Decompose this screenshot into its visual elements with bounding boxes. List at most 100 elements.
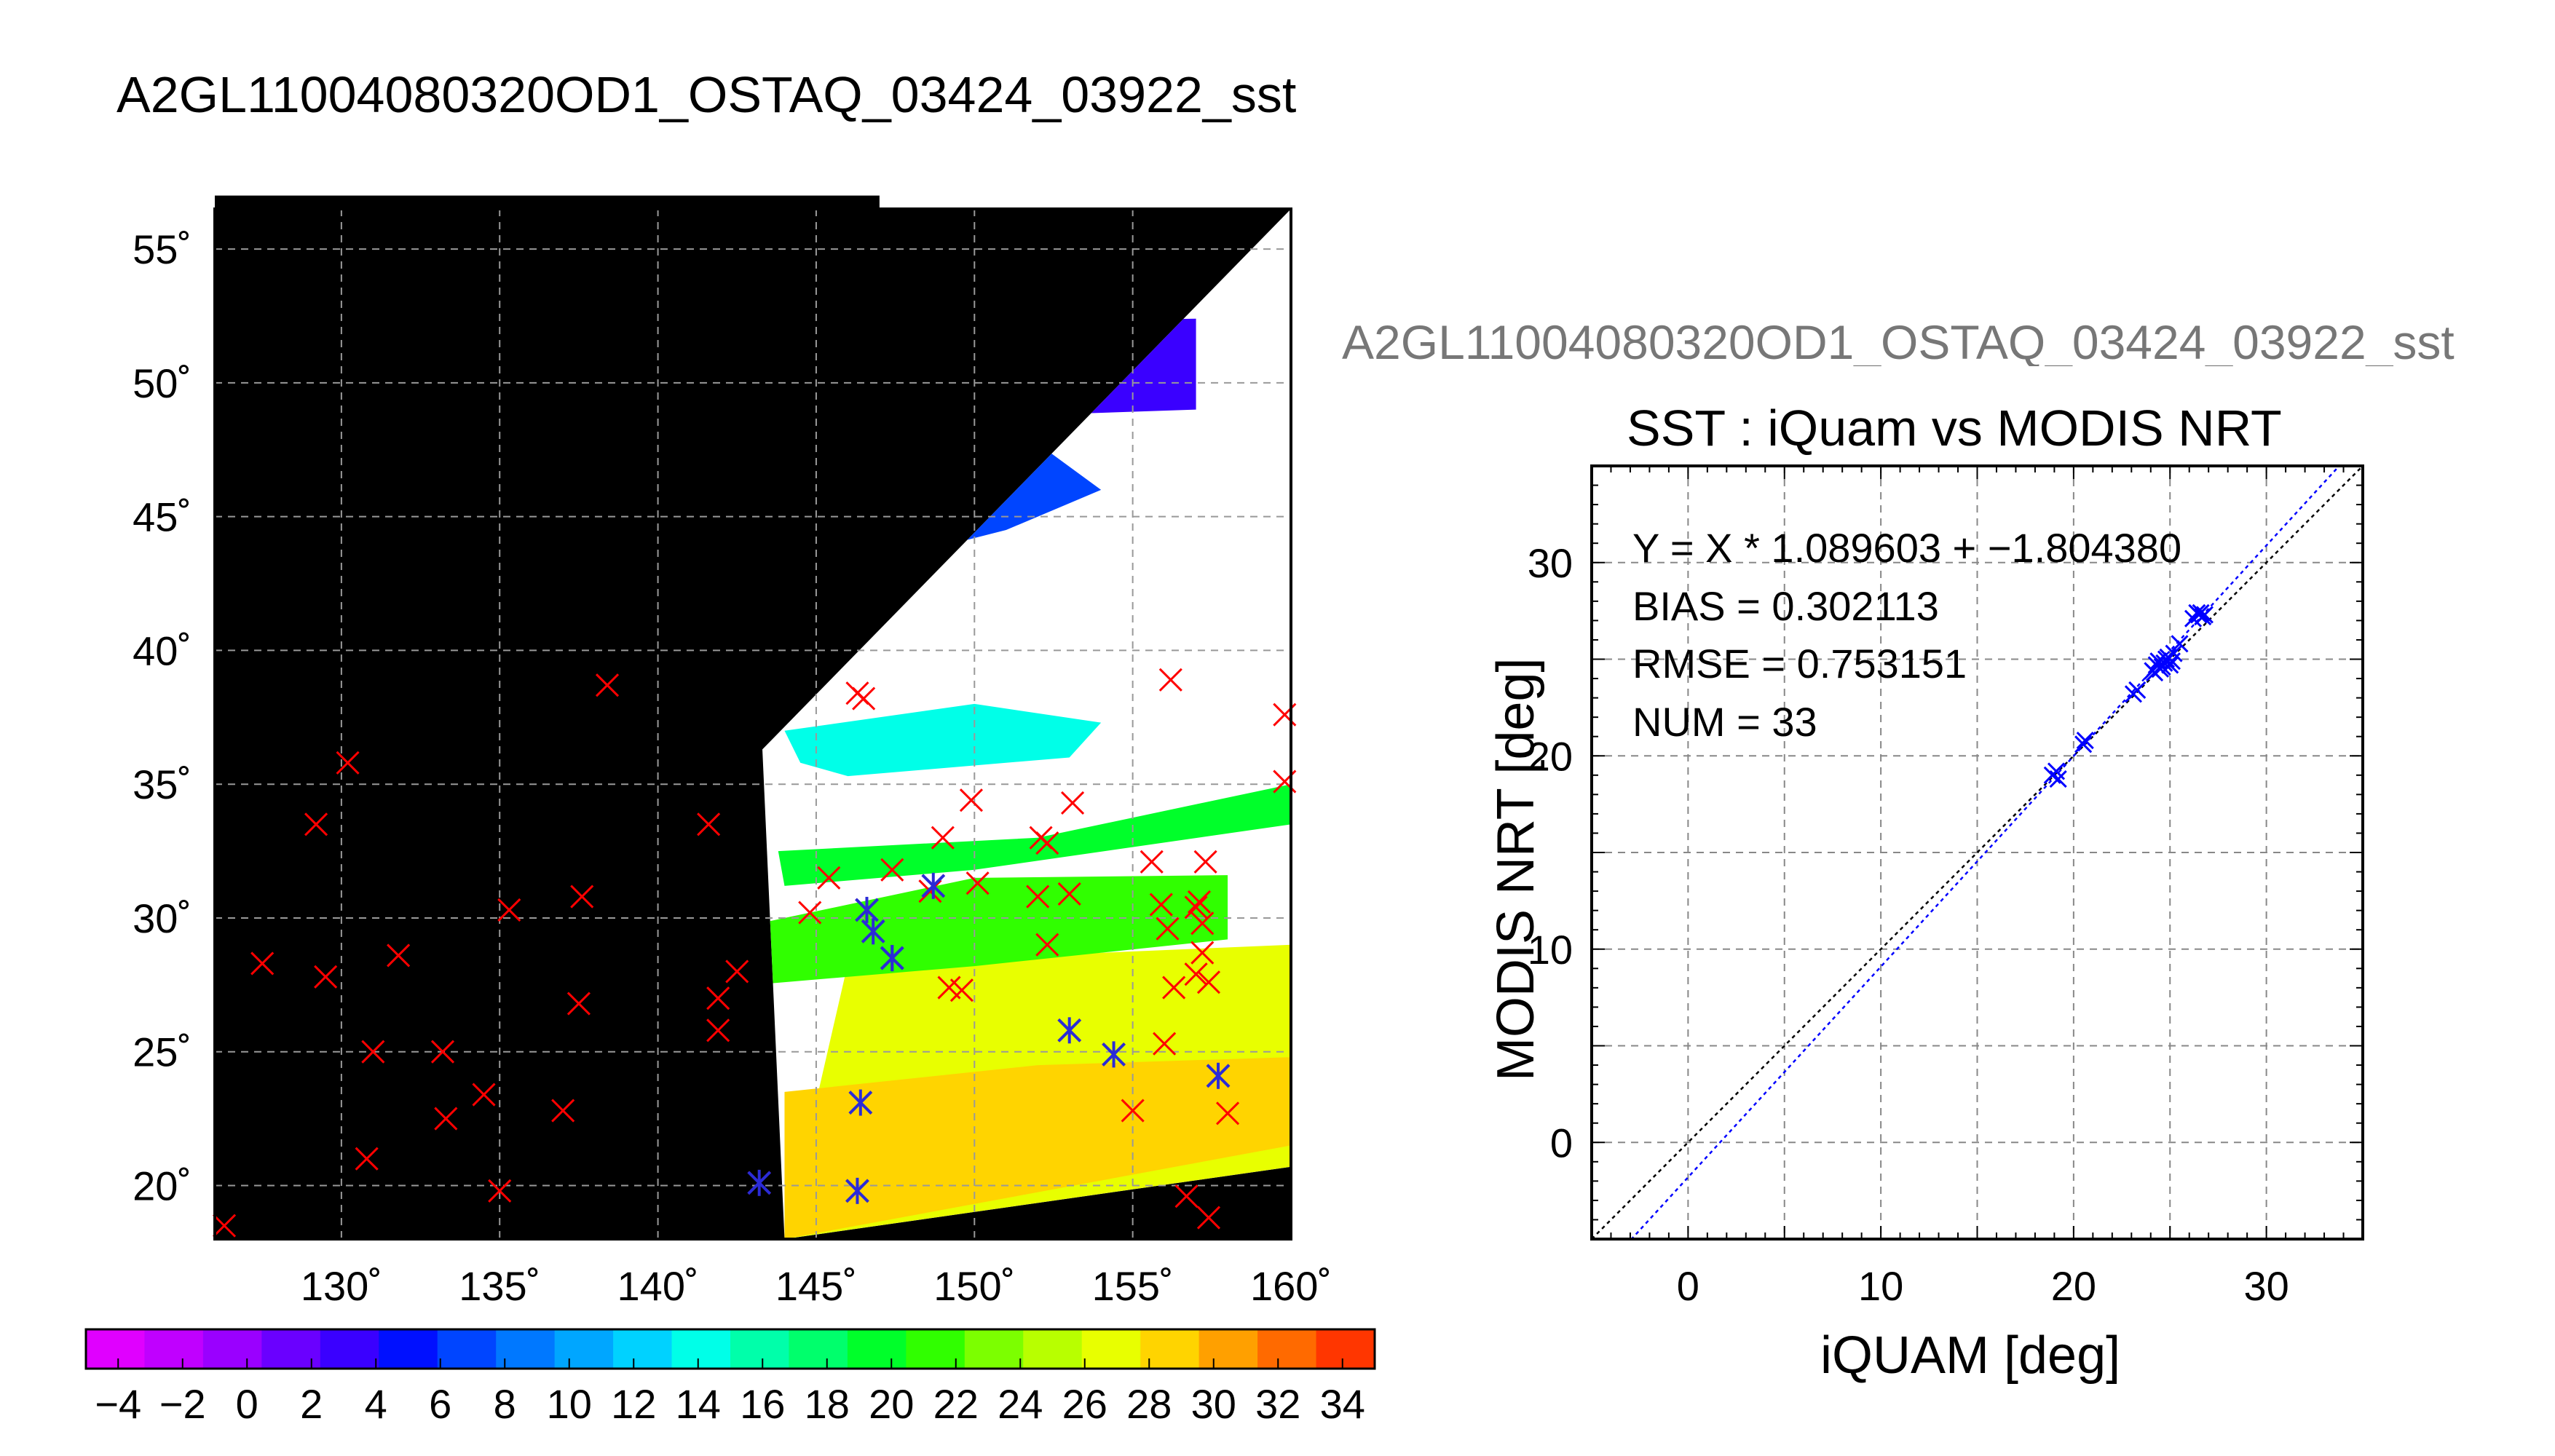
lat-tick-label: 25˚ (133, 1029, 191, 1075)
colorbar-tick-label: 18 (805, 1381, 850, 1427)
num-stat: NUM = 33 (1632, 699, 1817, 745)
red-insitu-marker (1153, 1032, 1177, 1056)
colorbar-tick-label: 6 (429, 1381, 451, 1427)
colorbar-swatch (144, 1329, 204, 1369)
red-insitu-marker (880, 858, 904, 882)
lat-tick-label: 30˚ (133, 895, 191, 941)
scatter-point (2128, 681, 2147, 700)
lon-tick-label: 150˚ (933, 1263, 1015, 1309)
colorbar-swatch (437, 1329, 497, 1369)
land-mass-0 (657, 500, 829, 603)
mid-sst-band-2 (778, 784, 1291, 886)
red-insitu-marker (1190, 941, 1215, 965)
red-insitu-marker (336, 751, 360, 775)
scatter-y-tick-label: 30 (1528, 540, 1573, 586)
red-insitu-marker (1187, 890, 1211, 914)
rmse-stat: RMSE = 0.753151 (1632, 641, 1967, 687)
red-insitu-marker (1156, 917, 1180, 941)
scatter-file-title: A2GL11004080320OD1_OSTAQ_03424_03922_sst (1342, 318, 2455, 366)
matched-blue-marker (1102, 1041, 1126, 1068)
red-insitu-marker (949, 978, 974, 1002)
lon-tick-label: 145˚ (775, 1263, 857, 1309)
scatter-x-tick-label: 20 (2051, 1263, 2096, 1309)
colorbar-swatch (554, 1329, 615, 1369)
land-mass-1 (578, 615, 719, 785)
matched-blue-marker (921, 872, 946, 899)
red-insitu-marker (1035, 831, 1059, 855)
colorbar-tick-label: 30 (1191, 1381, 1236, 1427)
colorbar-swatch (202, 1329, 263, 1369)
red-insitu-marker (361, 1040, 385, 1064)
colorbar-tick-label: 8 (494, 1381, 516, 1427)
scatter-point (2074, 735, 2093, 753)
lat-tick-label: 55˚ (133, 226, 191, 272)
scatter-point (2189, 606, 2208, 624)
scatter-grid (1592, 466, 2363, 1239)
red-insitu-marker (304, 812, 328, 836)
matched-blue-marker (848, 1089, 873, 1116)
red-insitu-marker (387, 943, 411, 968)
red-insitu-marker (1140, 850, 1164, 874)
red-insitu-marker (570, 885, 594, 909)
red-insitu-marker (595, 673, 620, 697)
red-insitu-marker (1035, 933, 1059, 957)
map-grid (215, 209, 1292, 1239)
red-insitu-marker (1190, 911, 1215, 935)
red-insitu-marker (1158, 668, 1182, 692)
red-insitu-marker (918, 879, 942, 903)
scatter-point (2171, 635, 2189, 653)
scatter-point (2195, 606, 2214, 624)
red-insitu-marker (1057, 882, 1081, 906)
red-insitu-marker (566, 992, 591, 1016)
sst-map: 130˚ 135˚ 140˚ 145˚ 150˚ 155˚ 160˚ 20˚ 25˚ 30˚ 35˚… (133, 195, 1332, 1309)
red-insitu-marker (488, 1179, 512, 1203)
scatter-x-axis-label: iQUAM [deg] (1820, 1326, 2121, 1385)
lat-tick-label: 20˚ (133, 1163, 191, 1208)
colorbar-swatch (320, 1329, 380, 1369)
red-insitu-marker (1162, 976, 1186, 1000)
scatter-plot: 0 10 20 30 0 10 20 30 (1528, 464, 2364, 1309)
scatter-point (2146, 664, 2164, 682)
matched-blue-marker (855, 896, 879, 923)
colorbar-swatch (1257, 1329, 1317, 1369)
scatter-point (2049, 770, 2067, 788)
red-insitu-marker (434, 1107, 458, 1131)
colorbar-tick-label: 10 (547, 1381, 592, 1427)
red-insitu-marker (1060, 791, 1085, 815)
colorbar-tick-label: 26 (1062, 1381, 1107, 1427)
red-insitu-marker (1026, 885, 1050, 909)
colorbar-swatch (964, 1329, 1024, 1369)
colorbar-tick-label: 28 (1126, 1381, 1172, 1427)
matched-blue-marker (845, 1177, 869, 1204)
red-insitu-marker (798, 901, 822, 925)
red-insitu-marker (355, 1147, 379, 1171)
red-insitu-marker (706, 1018, 730, 1042)
lon-tick-label: 140˚ (617, 1263, 699, 1309)
colorbar-tick-label: 22 (933, 1381, 979, 1427)
red-insitu-marker (1149, 893, 1173, 917)
colorbar-swatch (379, 1329, 438, 1369)
red-insitu-marker (472, 1083, 496, 1107)
colorbar-tick-label: −2 (159, 1381, 206, 1427)
colorbar-tick-label: −4 (95, 1381, 141, 1427)
colorbar-tick-label: 2 (300, 1381, 323, 1427)
colorbar-tick-label: 24 (998, 1381, 1043, 1427)
colorbar-swatch (496, 1329, 556, 1369)
red-insitu-marker (965, 871, 990, 895)
red-insitu-marker (1215, 1101, 1240, 1125)
bias-stat: BIAS = 0.302113 (1632, 583, 1939, 629)
sst-colorbar: −4 −2 0 2 4 6 8 10 12 14 16 18 20 22 24 26 28 30 32 34 (84, 1328, 1376, 1427)
red-insitu-marker (430, 1040, 455, 1064)
scatter-title: SST : iQuam vs MODIS NRT (1627, 400, 2282, 456)
reference-lines (1592, 466, 2363, 1239)
red-insitu-marker (250, 951, 275, 976)
scatter-y-tick-label: 20 (1528, 733, 1573, 779)
cool-sst-band (784, 703, 1102, 777)
scatter-y-tick-label: 10 (1528, 927, 1573, 973)
colorbar-swatch (86, 1329, 146, 1369)
map-frame (213, 207, 1292, 1241)
matched-blue-marker (861, 918, 885, 945)
lat-tick-label: 50˚ (133, 360, 191, 406)
red-insitu-marker (212, 1214, 237, 1238)
red-insitu-marker (1184, 962, 1208, 986)
